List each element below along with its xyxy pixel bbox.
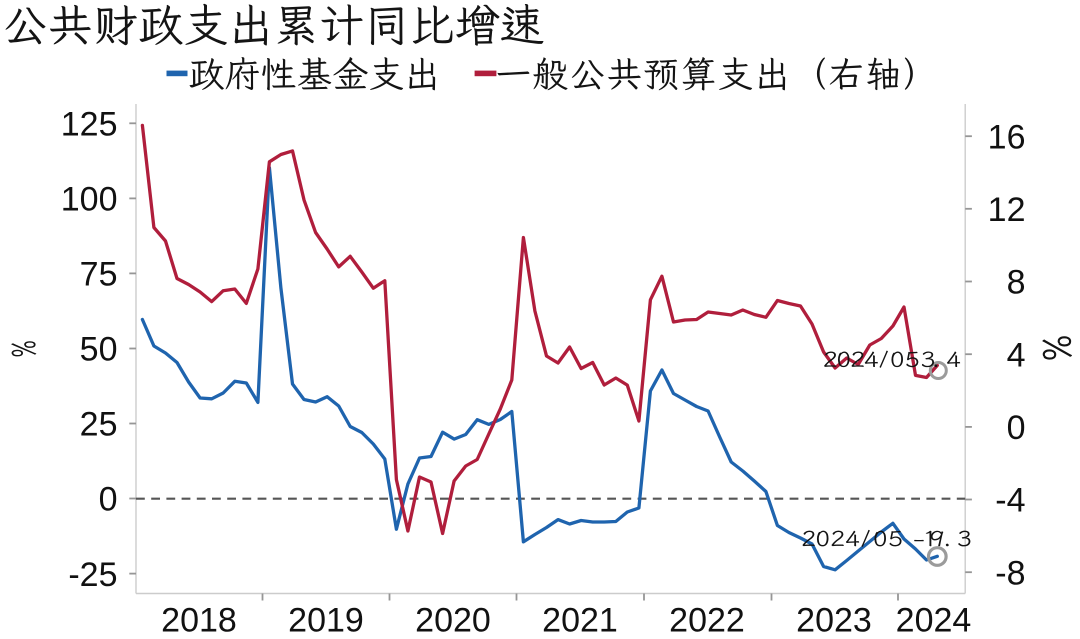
svg-text:2022: 2022 xyxy=(669,602,745,639)
svg-text:0: 0 xyxy=(99,481,118,519)
svg-text:4: 4 xyxy=(1007,336,1026,374)
svg-text:100: 100 xyxy=(61,181,118,219)
svg-text:2021: 2021 xyxy=(542,602,618,639)
svg-text:-4: -4 xyxy=(995,482,1025,520)
svg-text:2019: 2019 xyxy=(288,602,364,639)
svg-text:-25: -25 xyxy=(68,556,117,594)
svg-text:8: 8 xyxy=(1007,264,1026,302)
svg-text:2024: 2024 xyxy=(896,602,972,639)
svg-text:50: 50 xyxy=(80,331,118,369)
svg-text:0: 0 xyxy=(1007,409,1026,447)
svg-text:2018: 2018 xyxy=(161,602,237,639)
svg-text:75: 75 xyxy=(80,256,118,294)
svg-text:125: 125 xyxy=(61,106,118,144)
svg-text:16: 16 xyxy=(988,118,1026,156)
svg-text:25: 25 xyxy=(80,406,118,444)
svg-text:2020: 2020 xyxy=(415,602,491,639)
svg-text:2023: 2023 xyxy=(796,602,872,639)
svg-text:-8: -8 xyxy=(995,554,1025,592)
svg-text:12: 12 xyxy=(988,191,1026,229)
